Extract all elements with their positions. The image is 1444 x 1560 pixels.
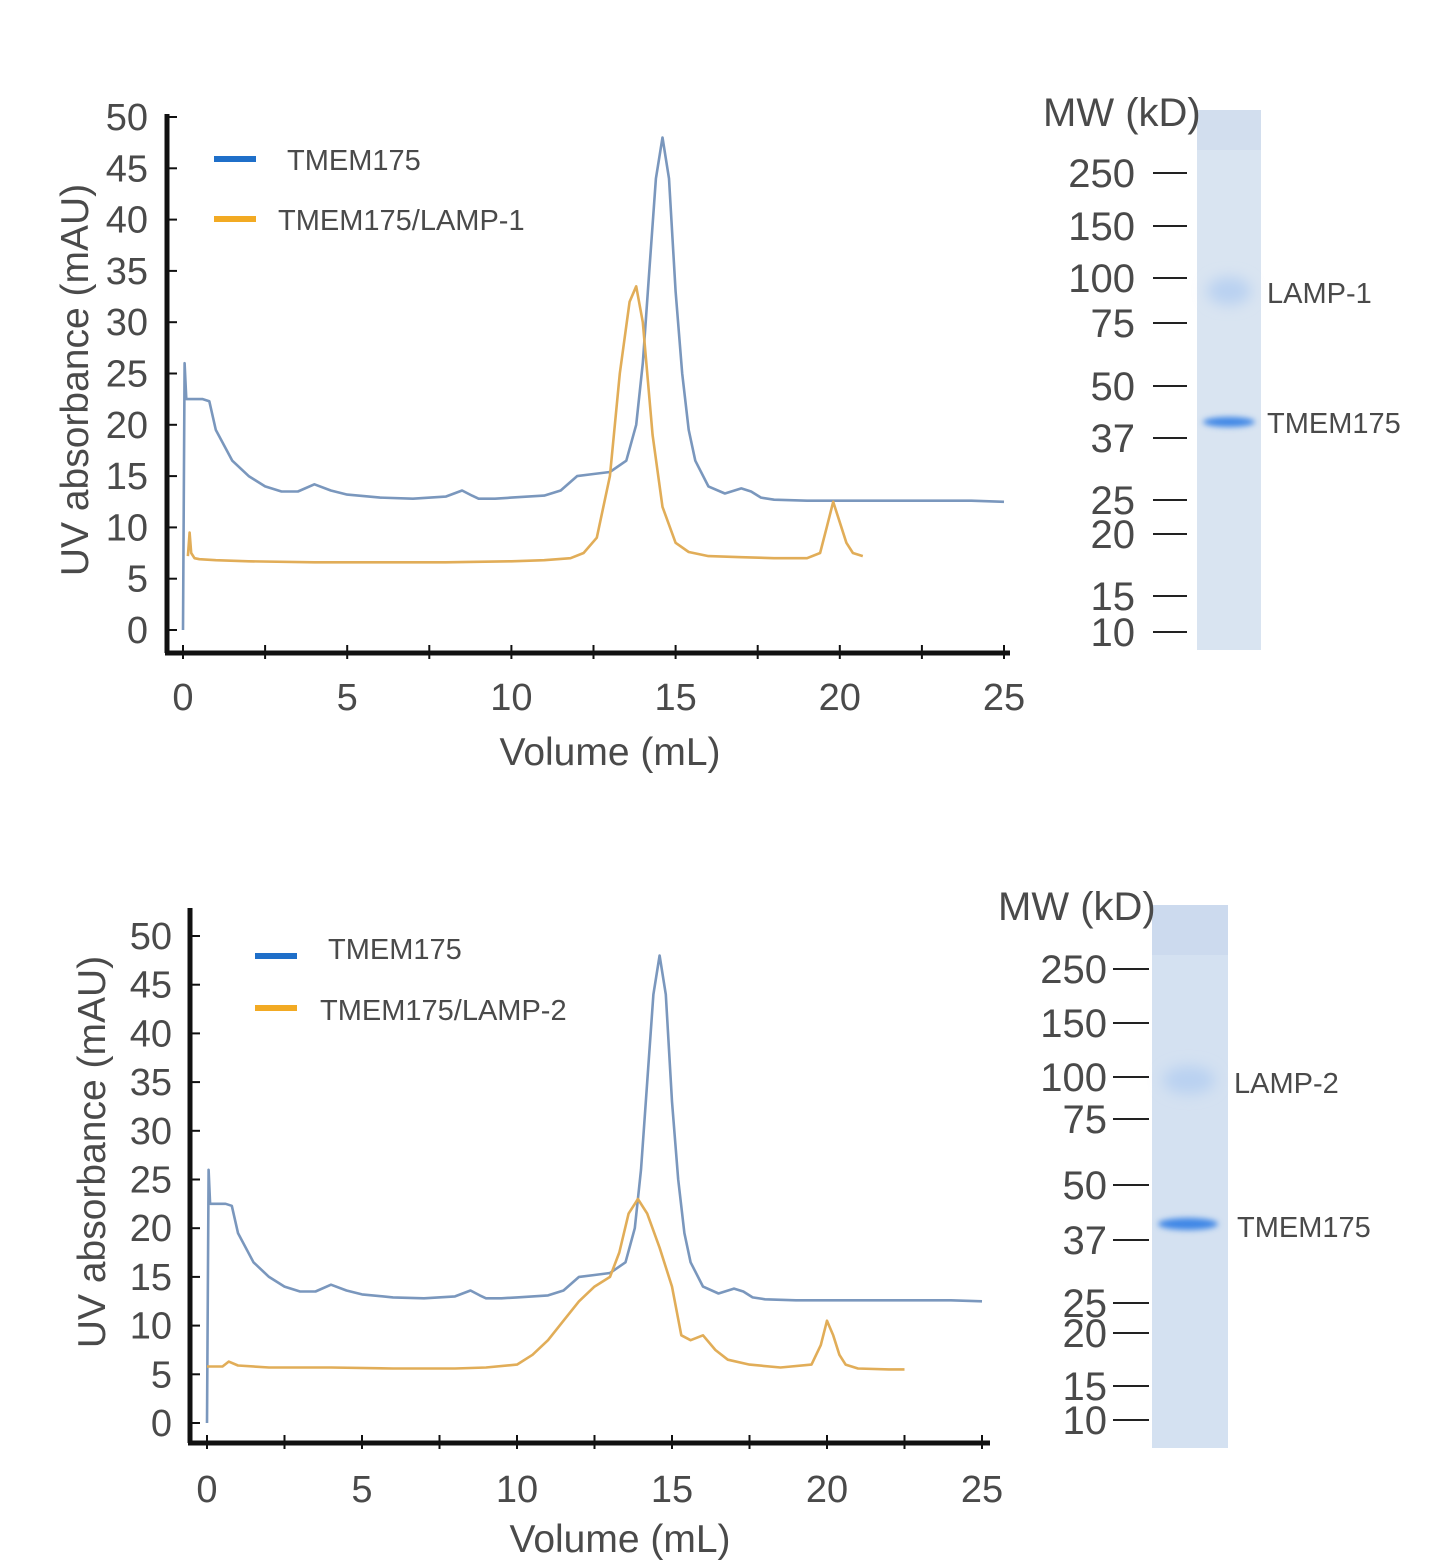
mw-marker-label: 250	[1040, 948, 1107, 992]
chromatogram-lamp2: UV absorbance (mAU) Volume (mL) 0 5 10 15 20…	[71, 908, 1003, 1560]
band-label-lamp-2: LAMP-2	[1234, 1068, 1339, 1100]
x-tick-label: 0	[172, 677, 193, 719]
x-tick-label: 20	[819, 677, 861, 719]
y-tick-label: 15	[106, 456, 148, 498]
legend: TMEM175 TMEM175/LAMP-1	[214, 145, 525, 237]
mw-marker-label: 100	[1040, 1056, 1107, 1100]
x-axis-title: Volume (mL)	[509, 1518, 730, 1560]
mw-marker-label: 150	[1068, 205, 1135, 249]
band-label-tmem175: TMEM175	[1237, 1212, 1371, 1244]
y-tick-label: 15	[130, 1257, 172, 1299]
mw-marker-label: 37	[1063, 1219, 1108, 1263]
mw-marker-label: 10	[1091, 611, 1136, 655]
gel-lane-top-smear	[1197, 110, 1261, 150]
series-line-tmem175	[205, 954, 983, 1424]
mw-marker-label: 20	[1091, 513, 1136, 557]
mw-marker-label: 100	[1068, 257, 1135, 301]
y-tick-label: 50	[130, 916, 172, 958]
y-tick-label: 25	[130, 1160, 172, 1202]
x-tick-label: 15	[654, 677, 696, 719]
x-axis-title: Volume (mL)	[499, 731, 720, 774]
mw-marker-label: 50	[1091, 365, 1136, 409]
y-axis-title: UV absorbance (mAU)	[54, 184, 97, 576]
y-tick-label: 10	[106, 507, 148, 549]
y-tick-label: 25	[106, 354, 148, 396]
mw-marker-label: 75	[1063, 1098, 1108, 1142]
tick-group: 0 5 10 15 20 25 30 35 40 45 50 0 5 10 15 20 25	[106, 97, 1025, 719]
mw-marker-label: 50	[1063, 1164, 1108, 1208]
mw-marker-label: 37	[1091, 417, 1136, 461]
mw-marker-label: 15	[1063, 1365, 1108, 1409]
band-group	[1158, 1066, 1218, 1230]
y-tick-label: 30	[106, 302, 148, 344]
y-tick-label: 35	[106, 251, 148, 293]
chromatogram-lamp1: UV absorbance (mAU) Volume (mL) 0 5 10 15 20…	[54, 97, 1025, 774]
tick-group: 0 5 10 15 20 25 30 35 40 45 50 0 5 10 15 20 25	[130, 916, 1003, 1511]
y-tick-label: 5	[127, 559, 148, 601]
legend-label-tmem175: TMEM175	[287, 145, 421, 177]
legend: TMEM175 TMEM175/LAMP-2	[255, 934, 567, 1027]
x-tick-label: 5	[337, 677, 358, 719]
y-tick-label: 30	[130, 1111, 172, 1153]
gel-lane	[1152, 905, 1228, 1448]
band-lamp-2	[1163, 1066, 1215, 1094]
series-line-tmem175	[181, 136, 1005, 631]
y-axis-title-text: UV absorbance (mAU)	[71, 956, 114, 1348]
band-label-tmem175: TMEM175	[1267, 408, 1401, 440]
y-tick-label: 40	[106, 200, 148, 242]
band-group	[1203, 277, 1255, 427]
series-line-tmem175-lamp-1	[186, 285, 864, 564]
band-lamp-1	[1207, 277, 1251, 305]
x-tick-label: 20	[806, 1469, 848, 1511]
y-tick-label: 45	[106, 148, 148, 190]
gel-lane-top-smear	[1152, 905, 1228, 955]
axes-group	[187, 908, 990, 1446]
mw-marker-label: 20	[1063, 1312, 1108, 1356]
y-tick-label: 40	[130, 1013, 172, 1055]
band-tmem175	[1158, 1218, 1218, 1230]
mw-marker-label: 10	[1063, 1399, 1108, 1443]
y-tick-label: 0	[151, 1403, 172, 1445]
y-axis-title-text: UV absorbance (mAU)	[54, 184, 97, 576]
band-tmem175	[1203, 417, 1255, 427]
x-tick-label: 5	[351, 1469, 372, 1511]
y-tick-label: 20	[106, 405, 148, 447]
x-tick-label: 10	[490, 677, 532, 719]
x-tick-label: 25	[983, 677, 1025, 719]
gel-lane	[1197, 110, 1261, 650]
legend-label-tmem175: TMEM175	[328, 934, 462, 966]
y-tick-label: 0	[127, 610, 148, 652]
x-tick-label: 10	[496, 1469, 538, 1511]
y-tick-label: 20	[130, 1208, 172, 1250]
legend-label-complex: TMEM175/LAMP-2	[320, 995, 567, 1027]
mw-marker-label: 250	[1068, 152, 1135, 196]
series-group	[181, 136, 1005, 631]
mw-marker-label: 25	[1091, 479, 1136, 523]
series-group	[205, 954, 983, 1424]
y-tick-label: 50	[106, 97, 148, 139]
mw-marker-label: 15	[1091, 575, 1136, 619]
x-tick-label: 0	[196, 1469, 217, 1511]
y-tick-label: 10	[130, 1306, 172, 1348]
mw-marker-label: 150	[1040, 1002, 1107, 1046]
mw-title: MW (kD)	[998, 885, 1156, 929]
mw-marker-label: 25	[1063, 1282, 1108, 1326]
axes-group	[164, 114, 1010, 656]
y-tick-label: 35	[130, 1062, 172, 1104]
mw-marker-label: 75	[1091, 302, 1136, 346]
legend-label-complex: TMEM175/LAMP-1	[278, 205, 525, 237]
series-line-tmem175-lamp-2	[207, 1197, 905, 1371]
band-label-lamp-1: LAMP-1	[1267, 278, 1372, 310]
y-tick-label: 45	[130, 965, 172, 1007]
y-tick-label: 5	[151, 1354, 172, 1396]
x-tick-label: 15	[651, 1469, 693, 1511]
x-tick-label: 25	[961, 1469, 1003, 1511]
mw-title: MW (kD)	[1043, 91, 1201, 135]
